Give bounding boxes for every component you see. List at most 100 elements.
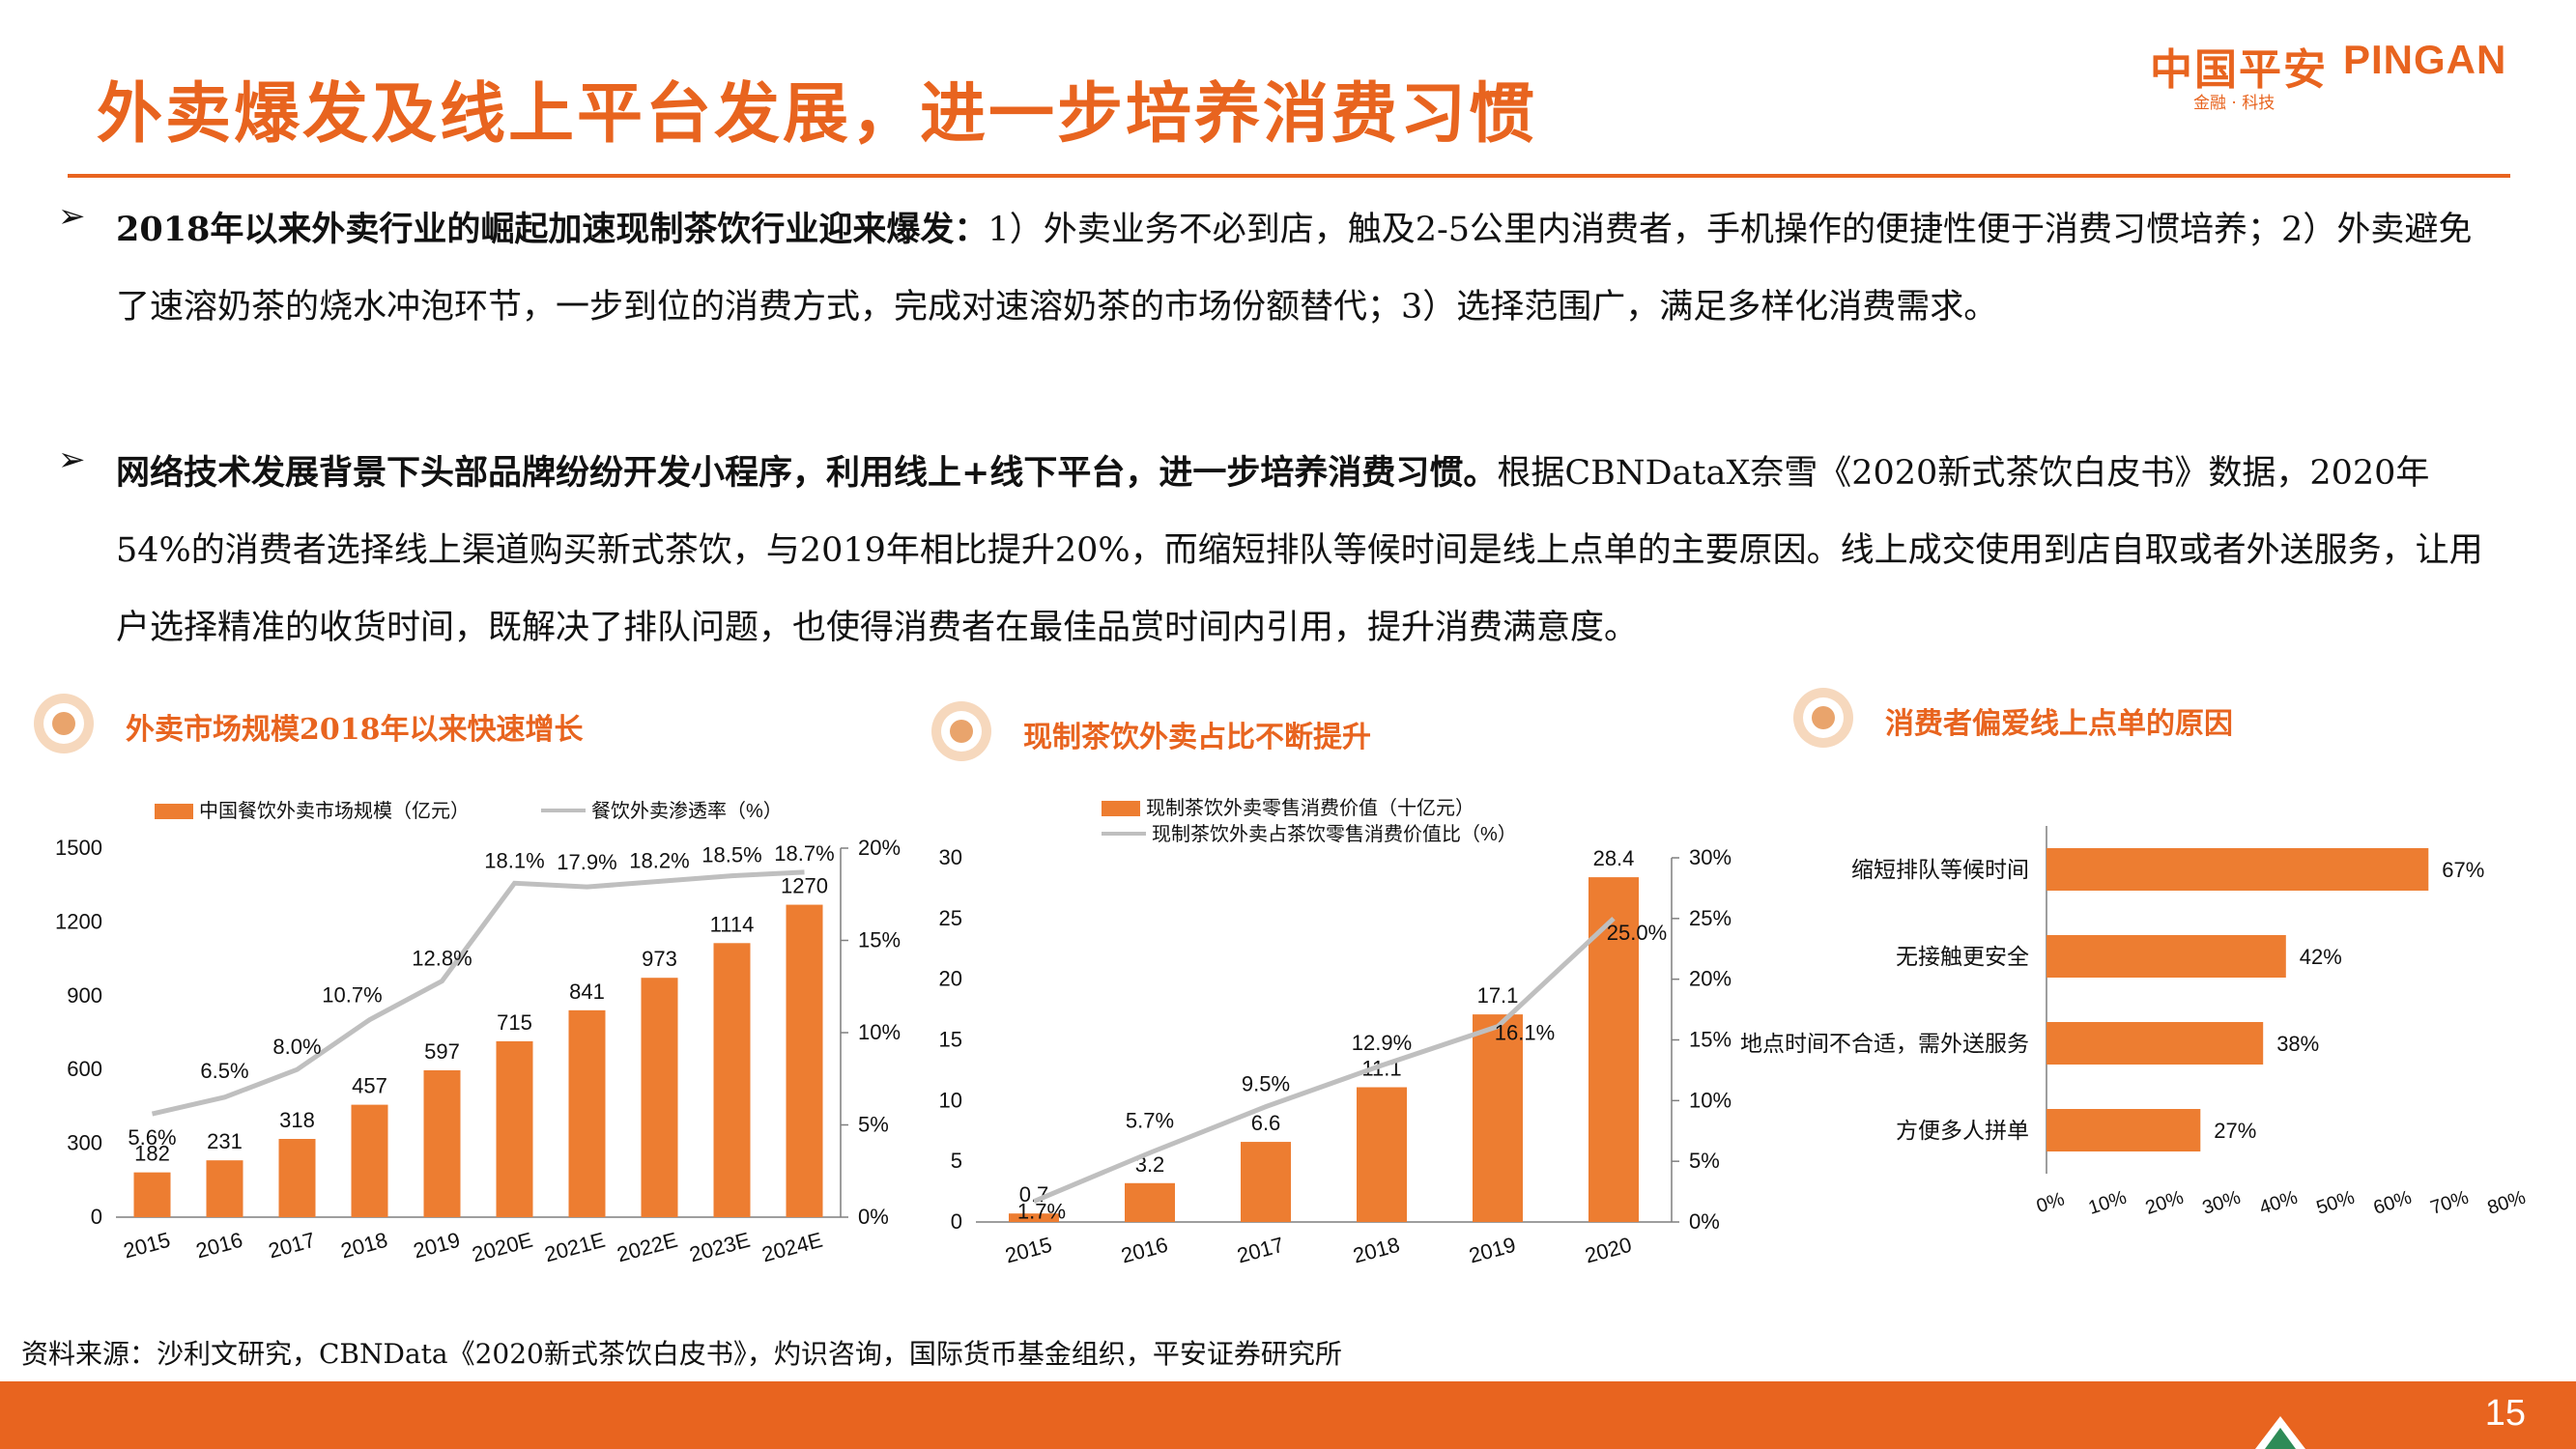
bar-value-label: 6.6 (1251, 1111, 1281, 1135)
line-series (151, 869, 805, 1117)
bullet-2-body: 根据CBNDataX奈雪《2020新式茶饮白皮书》数据，2020年54%的消费者… (116, 454, 2483, 647)
y-left-tick-label: 15 (939, 1028, 962, 1052)
y-left-tick-label: 10 (939, 1088, 962, 1112)
bar-value-label: 973 (642, 947, 677, 971)
line-value-label: 1.7% (1017, 1200, 1066, 1224)
y-right-tick-label: 15% (1689, 1028, 1732, 1052)
footer-bar (0, 1381, 2576, 1449)
y-left-tick-label: 600 (67, 1057, 102, 1081)
x-tick-label: 2019 (1467, 1233, 1519, 1268)
bar (641, 978, 678, 1217)
category-label: 方便多人拼单 (1896, 1118, 2029, 1143)
bar (1125, 1182, 1175, 1222)
y-right-tick-label: 25% (1689, 906, 1732, 930)
x-tick-label: 2022E (615, 1228, 680, 1267)
bar (1241, 1142, 1291, 1222)
y-right-tick-label: 30% (1689, 845, 1732, 869)
x-tick-label: 2020 (1583, 1233, 1635, 1268)
x-tick-label: 2023E (687, 1228, 753, 1267)
bar-value-label: 17.1 (1477, 983, 1519, 1008)
x-tick-label: 0% (2034, 1188, 2067, 1217)
category-label: 无接触更安全 (1896, 944, 2029, 969)
line-value-label: 17.9% (557, 850, 616, 874)
bar (568, 1009, 606, 1217)
bullet-1-body: 1）外卖业务不必到店，触及2-5公里内消费者，手机操作的便捷性便于消费习惯培养；… (116, 211, 2473, 327)
category-label: 缩短排队等候时间 (1851, 857, 2029, 882)
line-value-label: 12.9% (1352, 1031, 1412, 1055)
x-tick-label: 2016 (1119, 1233, 1171, 1268)
target-icon (931, 701, 991, 761)
x-tick-label: 10% (2086, 1187, 2130, 1219)
legend-swatch-bar (155, 804, 193, 819)
line-value-label: 18.2% (629, 848, 689, 872)
line-value-label: 18.7% (774, 841, 834, 866)
y-right-tick-label: 0% (858, 1205, 889, 1229)
y-left-tick-label: 900 (67, 983, 102, 1008)
chart-takeout-market: 中国餐饮外卖市场规模（亿元） 餐饮外卖渗透率（%） 0 300 600 900 1200 15… (55, 800, 901, 1267)
x-tick-label: 20% (2143, 1187, 2187, 1219)
logo-en-text: PINGAN (2343, 37, 2507, 82)
y-right-tick-label: 5% (1689, 1149, 1720, 1173)
line-series (1033, 917, 1616, 1204)
y-left-tick-label: 5 (951, 1149, 962, 1173)
legend-label: 餐饮外卖渗透率（%） (591, 800, 783, 822)
line-value-label: 5.6% (128, 1125, 176, 1150)
page-title: 外卖爆发及线上平台发展，进一步培养消费习惯 (97, 75, 1538, 153)
y-right-tick-label: 15% (858, 928, 901, 952)
y-left-tick-label: 1200 (55, 909, 102, 933)
title-divider (68, 174, 2510, 178)
chart-tea-takeout: 现制茶饮外卖零售消费价值（十亿元） 现制茶饮外卖占茶饮零售消费价值比（%） 0 5 10… (939, 797, 1732, 1268)
bar (1009, 1213, 1059, 1222)
target-icon (1793, 688, 1853, 748)
x-tick-label: 50% (2314, 1187, 2358, 1219)
bar-value-label: 318 (279, 1108, 315, 1132)
bar (206, 1160, 243, 1217)
x-tick-label: 2015 (121, 1228, 173, 1264)
bar-value-label: 597 (424, 1039, 460, 1064)
bullet-1-text: 2018年以来外卖行业的崛起加速现制茶饮行业迎来爆发：1）外卖业务不必到店，触及… (116, 191, 2503, 346)
line-value-label: 8.0% (272, 1035, 321, 1059)
bar-value-label: 42% (2300, 945, 2342, 969)
y-left-tick-label: 0 (91, 1205, 102, 1229)
x-tick-label: 60% (2371, 1187, 2415, 1219)
line-value-label: 12.8% (412, 947, 472, 971)
bar (2046, 848, 2429, 891)
target-icon (34, 694, 94, 753)
legend-label: 现制茶饮外卖占茶饮零售消费价值比（%） (1152, 823, 1517, 845)
line-value-label: 10.7% (322, 983, 382, 1008)
bar-value-label: 1270 (781, 874, 828, 898)
bullet-2-text: 网络技术发展背景下头部品牌纷纷开发小程序，利用线上+线下平台，进一步培养消费习惯… (116, 435, 2503, 667)
line-value-label: 6.5% (200, 1059, 248, 1083)
x-tick-label: 70% (2428, 1187, 2472, 1219)
bar-value-label: 67% (2442, 858, 2484, 882)
x-tick-label: 2017 (266, 1228, 318, 1264)
bullet-2-lead: 网络技术发展背景下头部品牌纷纷开发小程序，利用线上+线下平台，进一步培养消费习惯… (116, 453, 1498, 493)
bar (278, 1139, 316, 1217)
y-right-tick-label: 0% (1689, 1209, 1720, 1234)
legend-label: 现制茶饮外卖零售消费价值（十亿元） (1146, 797, 1474, 819)
x-tick-label: 2016 (193, 1228, 245, 1264)
bar (496, 1040, 533, 1217)
line-value-label: 18.5% (701, 843, 761, 867)
logo-cn-text: 中国平安 (2150, 45, 2328, 95)
bar-value-label: 457 (352, 1074, 387, 1098)
page-number: 15 (2484, 1393, 2526, 1434)
bar (2046, 1109, 2201, 1151)
legend-label: 中国餐饮外卖市场规模（亿元） (199, 800, 470, 822)
bar (1357, 1087, 1407, 1222)
bar (2046, 1022, 2264, 1065)
chart-online-reasons: 缩短排队等候时间 67% 无接触更安全 42% 地点时间不合适，需外送服务 38% 方便多人… (1740, 826, 2529, 1219)
x-tick-label: 80% (2485, 1187, 2529, 1219)
line-value-label: 9.5% (1242, 1072, 1290, 1096)
x-tick-label: 2021E (542, 1228, 608, 1267)
bar-value-label: 715 (497, 1010, 532, 1035)
line-value-label: 5.7% (1126, 1108, 1174, 1132)
category-label: 地点时间不合适，需外送服务 (1740, 1031, 2029, 1056)
section-title-1: 外卖市场规模2018年以来快速增长 (126, 713, 584, 747)
bar (1473, 1014, 1523, 1222)
legend-swatch-bar (1102, 801, 1140, 816)
y-right-tick-label: 5% (858, 1113, 889, 1137)
bar-value-label: 182 (134, 1142, 170, 1166)
logo-tagline: 金融 · 科技 (2193, 94, 2275, 113)
bar (713, 943, 751, 1217)
